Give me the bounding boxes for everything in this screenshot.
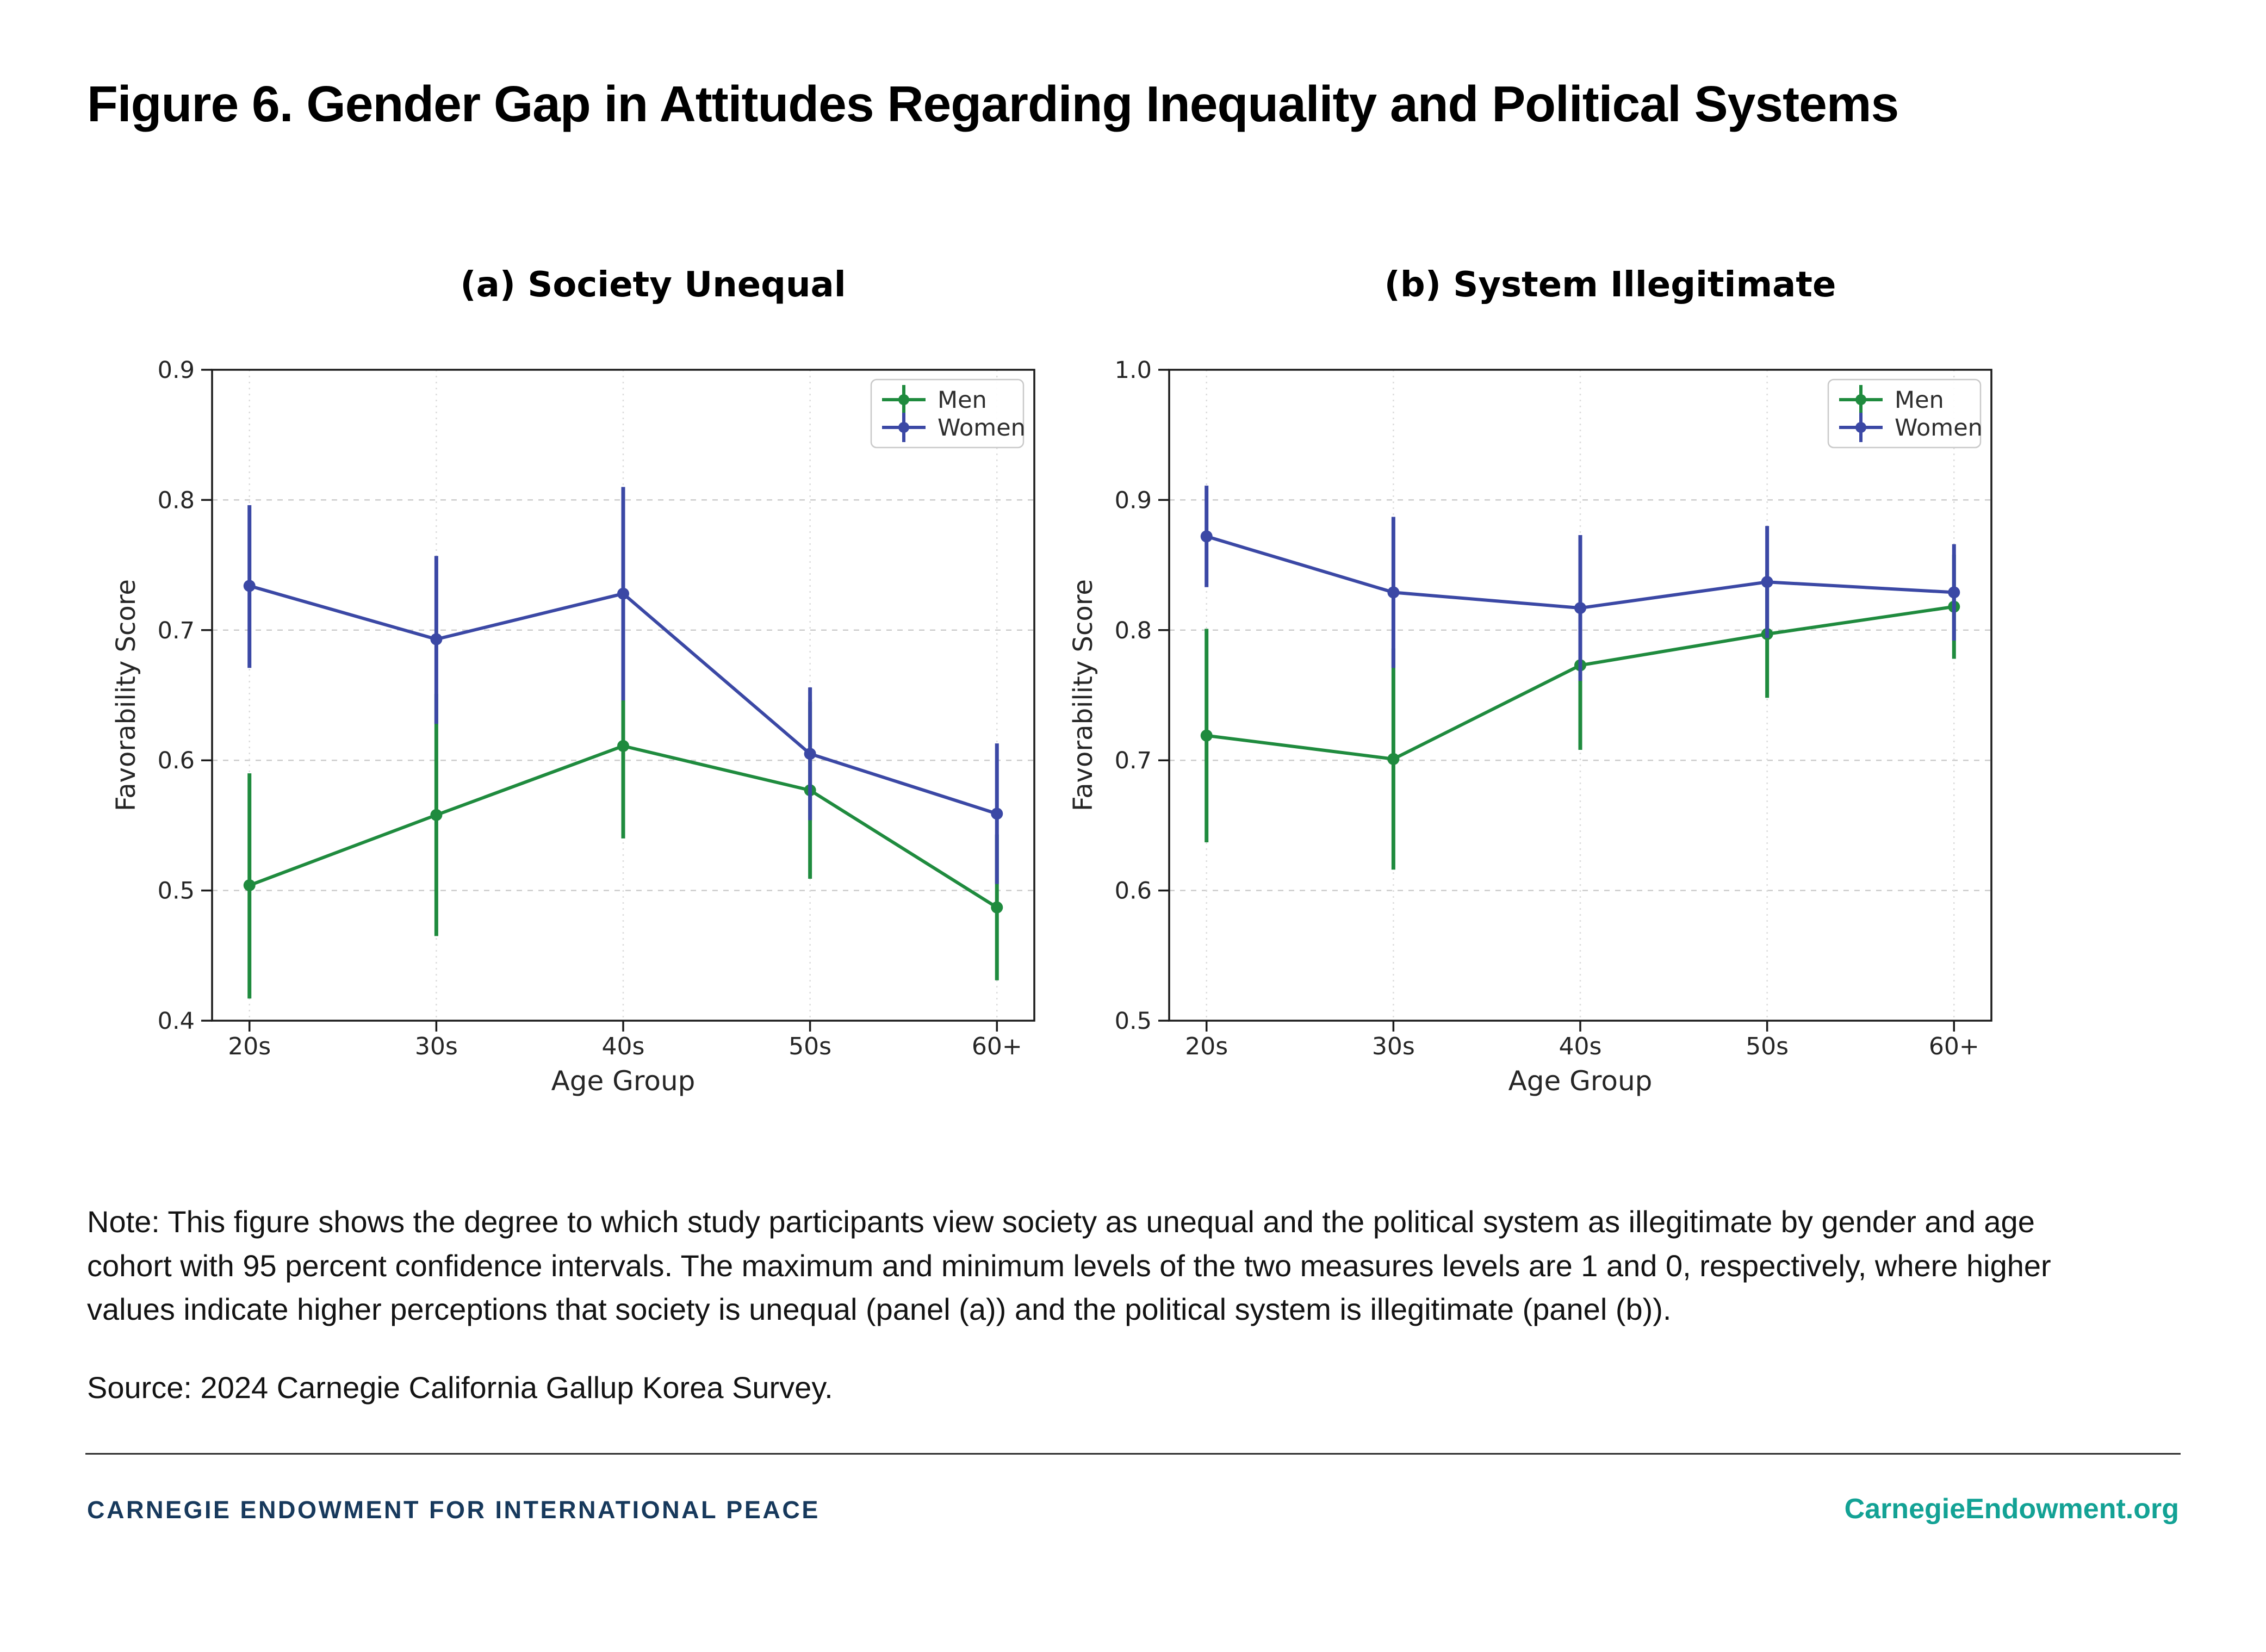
divider	[85, 1452, 2181, 1455]
svg-text:20s: 20s	[1185, 1033, 1228, 1060]
charts-row: (a) Society Unequal 0.4 0.5 0.6 0.7 0.8 0.9 20s…	[98, 242, 2266, 1166]
figure-page: Figure 6. Gender Gap in Attitudes Regard…	[0, 75, 2266, 1525]
svg-text:Women: Women	[938, 414, 1026, 442]
svg-text:40s: 40s	[602, 1033, 645, 1060]
svg-text:Women: Women	[1895, 414, 1983, 442]
svg-text:Age Group: Age Group	[551, 1065, 696, 1097]
svg-text:0.5: 0.5	[1115, 1008, 1152, 1035]
svg-text:50s: 50s	[789, 1033, 831, 1060]
panel-a-chart: (a) Society Unequal 0.4 0.5 0.6 0.7 0.8 0.9 20s…	[111, 265, 1035, 1097]
source-text: Source: 2024 Carnegie California Gallup …	[87, 1370, 833, 1405]
figure-title: Figure 6. Gender Gap in Attitudes Regard…	[87, 76, 1899, 132]
svg-text:0.5: 0.5	[158, 878, 195, 905]
svg-text:0.6: 0.6	[1115, 878, 1152, 905]
svg-text:0.7: 0.7	[158, 617, 195, 644]
svg-text:0.8: 0.8	[1115, 617, 1152, 644]
svg-text:0.8: 0.8	[158, 487, 195, 514]
svg-text:0.9: 0.9	[158, 357, 195, 384]
svg-text:Age Group: Age Group	[1508, 1065, 1653, 1097]
svg-text:0.7: 0.7	[1115, 747, 1152, 774]
svg-text:Men: Men	[938, 387, 987, 414]
svg-text:(a) Society Unequal: (a) Society Unequal	[460, 265, 846, 305]
svg-text:0.9: 0.9	[1115, 487, 1152, 514]
svg-text:20s: 20s	[228, 1033, 271, 1060]
svg-text:30s: 30s	[415, 1033, 458, 1060]
svg-text:40s: 40s	[1559, 1033, 1602, 1060]
svg-text:50s: 50s	[1746, 1033, 1789, 1060]
panel-b-chart: (b) System Illegitimate 0.5 0.6 0.7 0.8 0.9 1.…	[1068, 265, 1992, 1097]
svg-text:0.6: 0.6	[158, 747, 195, 774]
svg-text:1.0: 1.0	[1115, 357, 1152, 384]
svg-text:Favorability Score: Favorability Score	[111, 579, 141, 811]
svg-text:Favorability Score: Favorability Score	[1068, 579, 1098, 811]
note-text: Note: This figure shows the degree to wh…	[87, 1204, 2051, 1327]
footer-org-name: CARNEGIE ENDOWMENT FOR INTERNATIONAL PEA…	[87, 1495, 820, 1524]
panel-b: (b) System Illegitimate 0.5 0.6 0.7 0.8 0.9 1.…	[1055, 242, 2012, 1166]
footer-site-link[interactable]: CarnegieEndowment.org	[1844, 1493, 2179, 1525]
svg-text:0.4: 0.4	[158, 1008, 195, 1035]
footer: CARNEGIE ENDOWMENT FOR INTERNATIONAL PEA…	[87, 1493, 2179, 1525]
svg-text:30s: 30s	[1372, 1033, 1415, 1060]
svg-text:60+: 60+	[972, 1033, 1022, 1060]
svg-text:Men: Men	[1895, 387, 1944, 414]
svg-text:60+: 60+	[1929, 1033, 1979, 1060]
svg-text:(b) System Illegitimate: (b) System Illegitimate	[1385, 265, 1836, 305]
panel-a: (a) Society Unequal 0.4 0.5 0.6 0.7 0.8 0.9 20s…	[98, 242, 1055, 1166]
